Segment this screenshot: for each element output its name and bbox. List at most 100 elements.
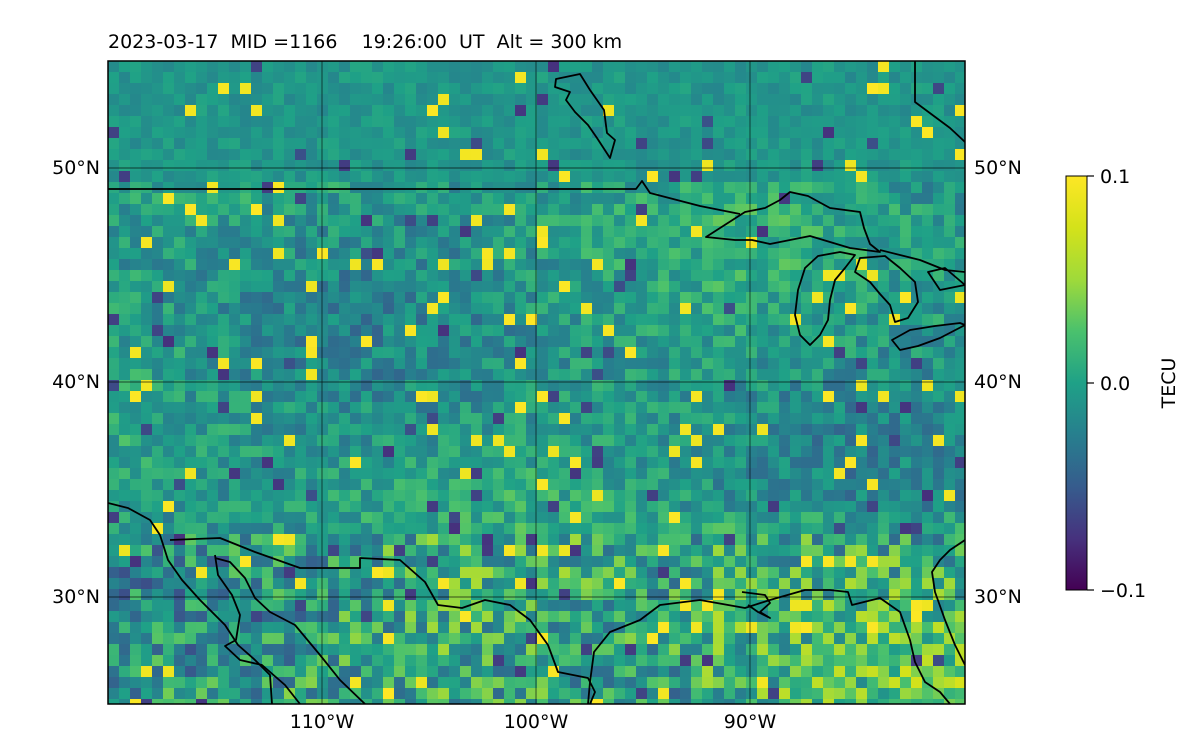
tec-cell [295, 644, 307, 656]
tec-cell [449, 655, 461, 667]
tec-cell [669, 160, 681, 172]
tec-cell [834, 446, 846, 458]
tec-cell [438, 677, 450, 689]
tec-cell [152, 523, 164, 535]
tec-cell [262, 501, 274, 513]
tec-cell [625, 435, 637, 447]
tec-cell [867, 699, 879, 704]
tec-cell [757, 622, 769, 634]
tec-cell [867, 391, 879, 403]
tec-cell [779, 523, 791, 535]
tec-cell [922, 94, 934, 106]
tec-cell [889, 567, 901, 579]
tec-cell [515, 369, 527, 381]
tec-cell [878, 237, 890, 249]
tec-cell [768, 479, 780, 491]
tec-cell [207, 468, 219, 480]
tec-cell [427, 545, 439, 557]
tec-cell [823, 325, 835, 337]
tec-cell [922, 545, 934, 557]
tec-cell [933, 446, 945, 458]
tec-cell [207, 699, 219, 704]
tec-cell [229, 347, 241, 359]
tec-cell [779, 248, 791, 260]
tec-cell [394, 666, 406, 678]
tec-cell [229, 545, 241, 557]
tec-cell [141, 633, 153, 645]
tec-cell [427, 149, 439, 161]
tec-cell [702, 303, 714, 315]
tec-cell [779, 534, 791, 546]
tec-cell [933, 270, 945, 282]
tec-cell [713, 666, 725, 678]
tec-cell [625, 171, 637, 183]
tec-cell [130, 633, 142, 645]
tec-cell [724, 127, 736, 139]
tec-cell [768, 677, 780, 689]
tec-cell [845, 138, 857, 150]
tec-cell [658, 655, 670, 667]
tec-cell [581, 523, 593, 535]
tec-cell [317, 149, 329, 161]
tec-cell [361, 193, 373, 205]
tec-cell [856, 633, 868, 645]
tec-cell [680, 149, 692, 161]
tec-cell [867, 501, 879, 513]
tec-cell [482, 468, 494, 480]
tec-cell [911, 655, 923, 667]
tec-cell [515, 215, 527, 227]
tec-cell [746, 314, 758, 326]
tec-cell [427, 336, 439, 348]
tec-cell [438, 413, 450, 425]
tec-cell [702, 501, 714, 513]
colorbar-tick-label-max: 0.1 [1100, 166, 1130, 188]
tec-cell [845, 259, 857, 271]
tec-cell [911, 237, 923, 249]
tec-cell [559, 182, 571, 194]
tec-cell [570, 501, 582, 513]
tec-cell [108, 226, 120, 238]
tec-cell [416, 501, 428, 513]
tec-cell [493, 578, 505, 590]
tec-cell [317, 534, 329, 546]
tec-cell [372, 435, 384, 447]
tec-cell [339, 138, 351, 150]
tec-cell [438, 380, 450, 392]
tec-cell [295, 523, 307, 535]
tec-cell [174, 116, 186, 128]
tec-cell [691, 204, 703, 216]
tec-cell [361, 127, 373, 139]
tec-cell [482, 281, 494, 293]
tec-cell [306, 369, 318, 381]
tec-cell [196, 578, 208, 590]
tec-cell [581, 347, 593, 359]
tec-cell [735, 347, 747, 359]
tec-cell [394, 501, 406, 513]
tec-cell [163, 336, 175, 348]
tec-cell [658, 611, 670, 623]
tec-cell [878, 314, 890, 326]
tec-cell [339, 578, 351, 590]
tec-cell [647, 413, 659, 425]
tec-cell [130, 270, 142, 282]
tec-cell [955, 666, 965, 678]
tec-cell [339, 380, 351, 392]
tec-cell [867, 358, 879, 370]
tec-cell [812, 578, 824, 590]
tec-cell [933, 633, 945, 645]
tec-cell [856, 446, 868, 458]
tec-cell [141, 116, 153, 128]
tec-cell [735, 589, 747, 601]
tec-cell [416, 479, 428, 491]
tec-cell [328, 534, 340, 546]
tec-cell [801, 490, 813, 502]
tec-cell [790, 622, 802, 634]
tec-cell [394, 83, 406, 95]
tec-cell [350, 622, 362, 634]
tec-cell [493, 534, 505, 546]
tec-cell [757, 270, 769, 282]
tec-cell [240, 83, 252, 95]
tec-cell [724, 325, 736, 337]
tec-cell [834, 116, 846, 128]
tec-cell [471, 380, 483, 392]
